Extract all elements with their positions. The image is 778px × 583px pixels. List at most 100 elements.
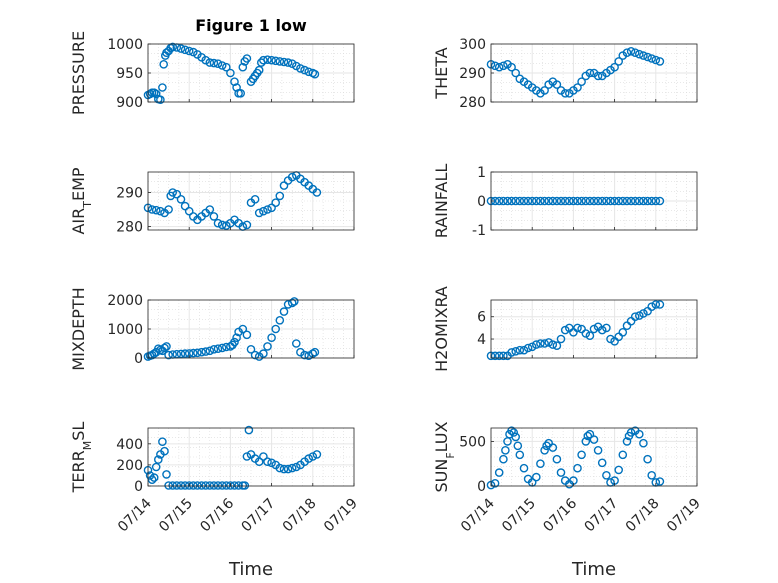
y-tick-label: 300 <box>459 37 486 53</box>
x-axis-label-right: Time <box>571 559 616 580</box>
data-point <box>312 188 322 197</box>
data-point <box>254 457 264 467</box>
data-point <box>515 345 525 355</box>
data-point <box>279 181 289 190</box>
data-point <box>651 196 661 206</box>
axes-box <box>147 427 355 487</box>
data-point <box>556 334 566 344</box>
data-point <box>523 343 533 353</box>
data-point <box>193 481 202 490</box>
data-point <box>221 481 231 490</box>
data-point <box>540 86 549 95</box>
data-point <box>509 428 519 437</box>
data-point <box>164 481 173 490</box>
data-point <box>164 205 173 214</box>
data-point <box>552 341 562 351</box>
data-point <box>151 205 161 215</box>
data-point <box>156 206 165 216</box>
data-point <box>577 196 586 206</box>
data-point <box>230 337 239 347</box>
data-point <box>213 481 223 490</box>
axes-box <box>490 299 698 359</box>
data-point <box>234 481 243 490</box>
data-point <box>310 69 320 79</box>
data-point <box>544 338 554 347</box>
data-point <box>630 312 640 322</box>
data-point <box>639 196 648 206</box>
y-axis-label: H2OMIXRA <box>432 286 451 372</box>
data-point <box>271 56 281 66</box>
data-point <box>279 464 289 474</box>
data-point <box>271 198 281 207</box>
data-point <box>507 196 516 206</box>
y-tick-label: -1 <box>472 223 486 239</box>
data-point <box>622 196 632 206</box>
data-point <box>209 212 219 221</box>
data-point <box>499 196 508 206</box>
x-tick-label: 07/18 <box>623 496 663 536</box>
data-point <box>205 346 215 356</box>
data-point <box>581 329 591 338</box>
y-axis-label: MIXDEPTH <box>69 287 88 370</box>
y-axis-label: RAINFALL <box>432 164 451 239</box>
data-point <box>626 316 636 326</box>
data-point <box>515 196 525 206</box>
data-point <box>626 196 636 206</box>
data-point <box>532 340 541 349</box>
data-point <box>176 44 186 53</box>
subplot-8: 0 500 07/14 07/15 07/16 07/17 07/18 07/19 SUNFLU… <box>432 421 704 535</box>
y-tick-label: 0 <box>134 479 143 495</box>
data-point <box>275 191 285 201</box>
data-point <box>217 481 227 490</box>
data-point <box>610 196 619 206</box>
y-tick-label: 0 <box>477 194 486 210</box>
data-point <box>622 48 632 58</box>
data-point <box>242 330 252 340</box>
data-point <box>300 350 309 360</box>
data-point <box>176 194 186 204</box>
y-tick-label: 950 <box>116 66 143 82</box>
data-point <box>639 51 648 60</box>
y-tick-label: 900 <box>116 95 143 111</box>
data-point <box>283 464 293 474</box>
y-tick-label: 280 <box>459 95 486 111</box>
data-point <box>511 68 521 78</box>
y-axis-label: PRESSURE <box>69 31 88 115</box>
data-point <box>267 333 276 343</box>
data-point <box>618 196 628 206</box>
data-point <box>655 196 665 206</box>
data-point <box>279 57 289 67</box>
data-point <box>213 344 223 354</box>
data-point <box>172 189 182 199</box>
data-point <box>507 62 516 72</box>
data-point <box>585 68 595 78</box>
data-point <box>573 463 582 473</box>
data-point <box>153 455 163 464</box>
data-point <box>188 348 198 358</box>
data-point <box>548 196 558 206</box>
data-point <box>647 196 657 206</box>
data-point <box>552 80 562 89</box>
data-point <box>279 307 289 316</box>
data-point <box>573 196 582 206</box>
data-point <box>296 64 305 73</box>
data-point <box>597 458 607 468</box>
data-point <box>291 462 301 472</box>
data-point <box>548 340 558 349</box>
data-point <box>300 65 309 75</box>
data-point <box>540 339 549 348</box>
data-point <box>519 345 529 355</box>
data-point <box>184 206 194 216</box>
data-point <box>168 42 177 52</box>
data-point <box>593 445 603 455</box>
data-point <box>188 47 198 57</box>
data-point <box>238 62 248 72</box>
y-tick-label: 290 <box>116 185 143 201</box>
data-point <box>168 481 177 490</box>
data-point <box>536 339 545 348</box>
data-point <box>180 349 190 358</box>
data-point <box>244 425 254 435</box>
data-point <box>602 470 611 480</box>
data-point <box>156 95 165 104</box>
data-point <box>180 45 190 55</box>
